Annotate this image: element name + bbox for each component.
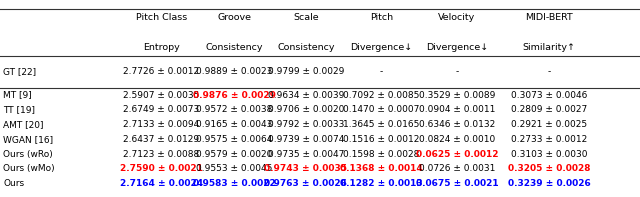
- Text: 0.9799 ± 0.0029: 0.9799 ± 0.0029: [268, 67, 344, 76]
- Text: 0.9572 ± 0.0038: 0.9572 ± 0.0038: [196, 105, 273, 114]
- Text: 0.3205 ± 0.0028: 0.3205 ± 0.0028: [508, 164, 590, 173]
- Text: 0.3073 ± 0.0046: 0.3073 ± 0.0046: [511, 91, 588, 99]
- Text: 0.9634 ± 0.0039: 0.9634 ± 0.0039: [268, 91, 344, 99]
- Text: 2.7133 ± 0.0094: 2.7133 ± 0.0094: [123, 120, 200, 129]
- Text: Ours (wMo): Ours (wMo): [3, 164, 55, 173]
- Text: 0.9583 ± 0.0022: 0.9583 ± 0.0022: [193, 179, 276, 188]
- Text: 0.9165 ± 0.0043: 0.9165 ± 0.0043: [196, 120, 273, 129]
- Text: 2.5907 ± 0.0035: 2.5907 ± 0.0035: [123, 91, 200, 99]
- Text: 0.9735 ± 0.0047: 0.9735 ± 0.0047: [268, 150, 344, 159]
- Text: 0.2809 ± 0.0027: 0.2809 ± 0.0027: [511, 105, 588, 114]
- Text: AMT [20]: AMT [20]: [3, 120, 44, 129]
- Text: 0.3103 ± 0.0030: 0.3103 ± 0.0030: [511, 150, 588, 159]
- Text: 0.9739 ± 0.0074: 0.9739 ± 0.0074: [268, 135, 344, 144]
- Text: 0.1470 ± 0.0007: 0.1470 ± 0.0007: [343, 105, 420, 114]
- Text: Ours: Ours: [3, 179, 24, 188]
- Text: 0.2733 ± 0.0012: 0.2733 ± 0.0012: [511, 135, 588, 144]
- Text: Consistency: Consistency: [277, 43, 335, 52]
- Text: 0.9579 ± 0.0020: 0.9579 ± 0.0020: [196, 150, 273, 159]
- Text: Scale: Scale: [293, 13, 319, 22]
- Text: Pitch: Pitch: [370, 13, 393, 22]
- Text: 0.0726 ± 0.0031: 0.0726 ± 0.0031: [419, 164, 495, 173]
- Text: 0.9876 ± 0.0029: 0.9876 ± 0.0029: [193, 91, 276, 99]
- Text: 1.3645 ± 0.0165: 1.3645 ± 0.0165: [343, 120, 420, 129]
- Text: MT [9]: MT [9]: [3, 91, 32, 99]
- Text: 0.9792 ± 0.0033: 0.9792 ± 0.0033: [268, 120, 344, 129]
- Text: Ours (wRo): Ours (wRo): [3, 150, 53, 159]
- Text: Similarity↑: Similarity↑: [523, 43, 575, 52]
- Text: Consistency: Consistency: [205, 43, 263, 52]
- Text: TT [19]: TT [19]: [3, 105, 35, 114]
- Text: 0.1516 ± 0.0012: 0.1516 ± 0.0012: [343, 135, 420, 144]
- Text: 0.9743 ± 0.0035: 0.9743 ± 0.0035: [264, 164, 348, 173]
- Text: 0.0675 ± 0.0021: 0.0675 ± 0.0021: [415, 179, 499, 188]
- Text: 2.7726 ± 0.0012: 2.7726 ± 0.0012: [124, 67, 199, 76]
- Text: WGAN [16]: WGAN [16]: [3, 135, 53, 144]
- Text: 0.0904 ± 0.0011: 0.0904 ± 0.0011: [419, 105, 495, 114]
- Text: 2.7590 ± 0.0021: 2.7590 ± 0.0021: [120, 164, 203, 173]
- Text: 0.3529 ± 0.0089: 0.3529 ± 0.0089: [419, 91, 495, 99]
- Text: 0.9706 ± 0.0020: 0.9706 ± 0.0020: [268, 105, 344, 114]
- Text: 0.7092 ± 0.0085: 0.7092 ± 0.0085: [343, 91, 420, 99]
- Text: 2.6749 ± 0.0073: 2.6749 ± 0.0073: [123, 105, 200, 114]
- Text: Groove: Groove: [217, 13, 252, 22]
- Text: 2.7123 ± 0.0088: 2.7123 ± 0.0088: [123, 150, 200, 159]
- Text: 0.9763 ± 0.0026: 0.9763 ± 0.0026: [264, 179, 348, 188]
- Text: 0.6346 ± 0.0132: 0.6346 ± 0.0132: [419, 120, 495, 129]
- Text: 0.1282 ± 0.0013: 0.1282 ± 0.0013: [340, 179, 423, 188]
- Text: -: -: [455, 67, 459, 76]
- Text: -: -: [547, 67, 551, 76]
- Text: 0.9553 ± 0.0045: 0.9553 ± 0.0045: [196, 164, 273, 173]
- Text: Divergence↓: Divergence↓: [426, 43, 488, 52]
- Text: 0.0625 ± 0.0012: 0.0625 ± 0.0012: [416, 150, 498, 159]
- Text: Divergence↓: Divergence↓: [350, 43, 413, 52]
- Text: 2.6437 ± 0.0129: 2.6437 ± 0.0129: [124, 135, 199, 144]
- Text: 0.0824 ± 0.0010: 0.0824 ± 0.0010: [419, 135, 495, 144]
- Text: 0.1598 ± 0.0028: 0.1598 ± 0.0028: [343, 150, 420, 159]
- Text: Velocity: Velocity: [438, 13, 476, 22]
- Text: -: -: [380, 67, 383, 76]
- Text: 0.2921 ± 0.0025: 0.2921 ± 0.0025: [511, 120, 587, 129]
- Text: Entropy: Entropy: [143, 43, 180, 52]
- Text: Pitch Class: Pitch Class: [136, 13, 187, 22]
- Text: 0.9889 ± 0.0023: 0.9889 ± 0.0023: [196, 67, 273, 76]
- Text: 0.9575 ± 0.0064: 0.9575 ± 0.0064: [196, 135, 273, 144]
- Text: 2.7164 ± 0.0024: 2.7164 ± 0.0024: [120, 179, 203, 188]
- Text: GT [22]: GT [22]: [3, 67, 36, 76]
- Text: 0.1368 ± 0.0014: 0.1368 ± 0.0014: [340, 164, 423, 173]
- Text: MIDI-BERT: MIDI-BERT: [525, 13, 573, 22]
- Text: 0.3239 ± 0.0026: 0.3239 ± 0.0026: [508, 179, 591, 188]
